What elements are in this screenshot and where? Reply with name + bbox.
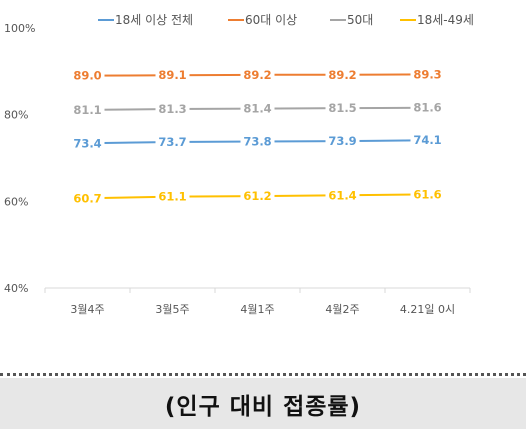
y-tick-label: 100% [4,22,35,35]
data-label: 89.0 [73,69,101,83]
data-label-bg [240,133,275,150]
data-label: 81.5 [328,101,356,115]
dotted-divider [0,373,526,376]
data-label: 89.3 [413,67,441,81]
data-label: 81.6 [413,101,441,115]
legend-label: 18세-49세 [417,13,474,27]
data-label: 81.3 [158,102,186,116]
data-label: 89.2 [243,68,271,82]
y-tick-label: 60% [4,195,28,208]
data-label-bg [325,66,360,83]
data-label: 89.2 [328,68,356,82]
legend-label: 18세 이상 전체 [115,13,193,27]
data-label-bg [325,187,360,204]
y-tick-label: 80% [4,109,28,122]
x-tick-label: 4월1주 [240,303,274,316]
data-label: 81.4 [243,102,271,116]
data-label: 74.1 [413,133,441,147]
data-label-bg [70,190,105,207]
data-label: 61.4 [328,188,356,202]
data-label: 61.2 [243,189,271,203]
data-label-bg [410,99,445,116]
data-label: 89.1 [158,68,186,82]
data-label-bg [240,66,275,83]
data-label-bg [410,186,445,203]
legend-label: 50대 [347,13,373,27]
data-label-bg [240,100,275,117]
data-label-bg [70,101,105,118]
data-label-bg [240,188,275,205]
x-tick-label: 3월5주 [155,303,189,316]
caption-bar: (인구 대비 접종률) [0,378,526,429]
data-label-bg [155,101,190,118]
data-label: 73.9 [328,134,356,148]
data-label-bg [70,135,105,152]
data-label: 73.7 [158,135,186,149]
data-label-bg [155,188,190,205]
data-label-bg [70,67,105,84]
data-label: 81.1 [73,103,101,117]
data-label-bg [325,133,360,150]
chart-caption: (인구 대비 접종률) [164,393,362,420]
data-label-bg [155,67,190,84]
data-label: 73.8 [243,135,271,149]
data-label-bg [155,133,190,150]
x-tick-label: 4월2주 [325,303,359,316]
x-tick-label: 3월4주 [70,303,104,316]
data-label-bg [325,100,360,117]
line-chart: 40% 60% 80% 100% 3월4주 3월5주 4월1주 4월2주 4.21일 0시 18세… [4,13,474,316]
data-label: 61.1 [158,190,186,204]
data-label: 60.7 [73,191,101,205]
legend-label: 60대 이상 [245,13,297,27]
y-tick-label: 40% [4,282,28,295]
data-label: 61.6 [413,187,441,201]
data-label-bg [410,132,445,149]
x-tick-label: 4.21일 0시 [400,302,455,316]
data-label: 73.4 [73,136,101,150]
data-label-bg [410,66,445,83]
